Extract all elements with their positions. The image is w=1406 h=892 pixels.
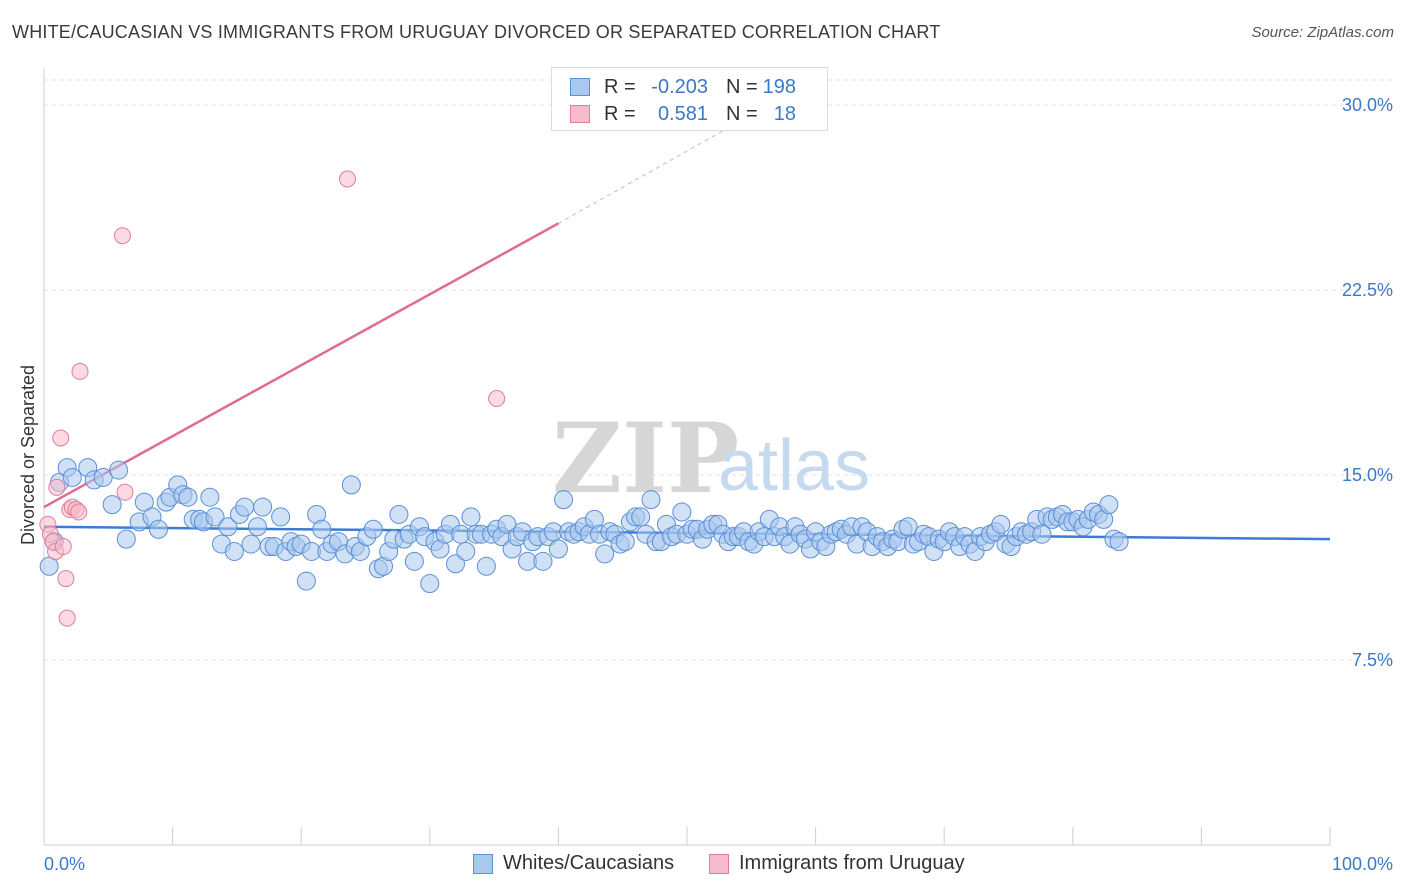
point-whites: [548, 539, 568, 559]
point-whites: [218, 517, 238, 537]
legend-swatch-whites: [473, 853, 493, 874]
point-uruguay: [48, 478, 66, 496]
point-whites: [1032, 524, 1052, 544]
point-uruguay: [71, 362, 89, 380]
point-whites: [235, 497, 255, 517]
point-uruguay: [57, 570, 75, 588]
y-tick-label: 22.5%: [1342, 280, 1393, 300]
point-whites: [178, 487, 198, 507]
y-axis-label: Divorced or Separated: [18, 365, 38, 545]
point-whites: [641, 490, 661, 510]
point-uruguay: [52, 429, 70, 447]
point-whites: [271, 507, 291, 527]
point-whites: [200, 487, 220, 507]
point-whites: [241, 534, 261, 554]
point-whites: [672, 502, 692, 522]
point-whites: [497, 514, 517, 534]
legend-label-whites: Whites/Caucasians: [503, 852, 675, 874]
point-whites: [404, 551, 424, 571]
chart-title: WHITE/CAUCASIAN VS IMMIGRANTS FROM URUGU…: [12, 22, 941, 42]
point-whites: [109, 460, 129, 480]
point-whites: [991, 514, 1011, 534]
x-tick-label: 100.0%: [1332, 854, 1393, 874]
point-whites: [148, 519, 168, 539]
y-tick-label: 7.5%: [1352, 650, 1393, 670]
point-whites: [615, 532, 635, 552]
point-whites: [93, 467, 113, 487]
trend-line-uruguay-extension: [558, 114, 752, 224]
legend-n-value: 198: [762, 75, 796, 98]
legend-n-label: N =: [726, 102, 758, 125]
point-whites: [446, 554, 466, 574]
point-whites: [533, 551, 553, 571]
point-whites: [363, 519, 383, 539]
point-whites: [1099, 495, 1119, 515]
point-uruguay: [70, 503, 88, 521]
point-whites: [595, 544, 615, 564]
point-whites: [389, 504, 409, 524]
point-whites: [554, 490, 574, 510]
point-whites: [102, 495, 122, 515]
legend-r-value: 0.581: [657, 102, 708, 125]
point-whites: [39, 556, 59, 576]
legend-swatch-uruguay: [570, 105, 590, 123]
x-tick-label: 0.0%: [44, 854, 85, 874]
legend-r-label: R =: [604, 75, 636, 98]
axes: [43, 68, 1331, 846]
legend-swatch-whites: [570, 78, 590, 96]
point-uruguay: [113, 227, 131, 245]
point-whites: [341, 475, 361, 495]
point-whites: [456, 541, 476, 561]
point-uruguay: [58, 609, 76, 627]
point-whites: [253, 497, 273, 517]
legend-label-uruguay: Immigrants from Uruguay: [739, 852, 965, 874]
tick-labels: 7.5% 15.0% 22.5% 30.0% 0.0% 100.0%: [44, 95, 1393, 874]
point-whites: [476, 556, 496, 576]
legend-n-value: 18: [773, 102, 796, 125]
legend-r-value: -0.203: [651, 75, 708, 98]
point-whites: [247, 517, 267, 537]
y-tick-label: 15.0%: [1342, 465, 1393, 485]
point-uruguay: [488, 390, 506, 408]
stats-legend: R = -0.203 N = 198 R = 0.581 N = 18: [551, 67, 828, 131]
legend-row-uruguay: R = 0.581 N = 18: [570, 101, 796, 127]
point-whites: [205, 507, 225, 527]
point-uruguay: [54, 538, 72, 556]
legend-n-label: N =: [726, 75, 758, 98]
point-whites: [224, 541, 244, 561]
point-whites: [134, 492, 154, 512]
point-whites: [1109, 532, 1129, 552]
grid: [44, 79, 1395, 661]
legend-item-whites[interactable]: Whites/Caucasians: [473, 852, 674, 875]
point-uruguay: [338, 170, 356, 188]
data-points: [39, 170, 1129, 627]
trend-line-uruguay: [43, 222, 560, 509]
legend-swatch-uruguay: [709, 853, 729, 874]
point-whites: [116, 529, 136, 549]
legend-item-uruguay[interactable]: Immigrants from Uruguay: [709, 852, 965, 875]
point-whites: [296, 571, 316, 591]
point-whites: [420, 574, 440, 594]
y-tick-label: 30.0%: [1342, 95, 1393, 115]
watermark-atlas: atlas: [718, 426, 870, 506]
point-whites: [312, 519, 332, 539]
legend-row-whites: R = -0.203 N = 198: [570, 74, 796, 100]
source-label: Source: ZipAtlas.com: [1251, 24, 1394, 41]
series-legend: Whites/Caucasians Immigrants from Urugua…: [0, 852, 1406, 878]
point-whites: [631, 507, 651, 527]
legend-r-label: R =: [604, 102, 636, 125]
point-whites: [62, 467, 82, 487]
point-whites: [461, 507, 481, 527]
point-uruguay: [116, 483, 134, 501]
point-whites: [898, 517, 918, 537]
